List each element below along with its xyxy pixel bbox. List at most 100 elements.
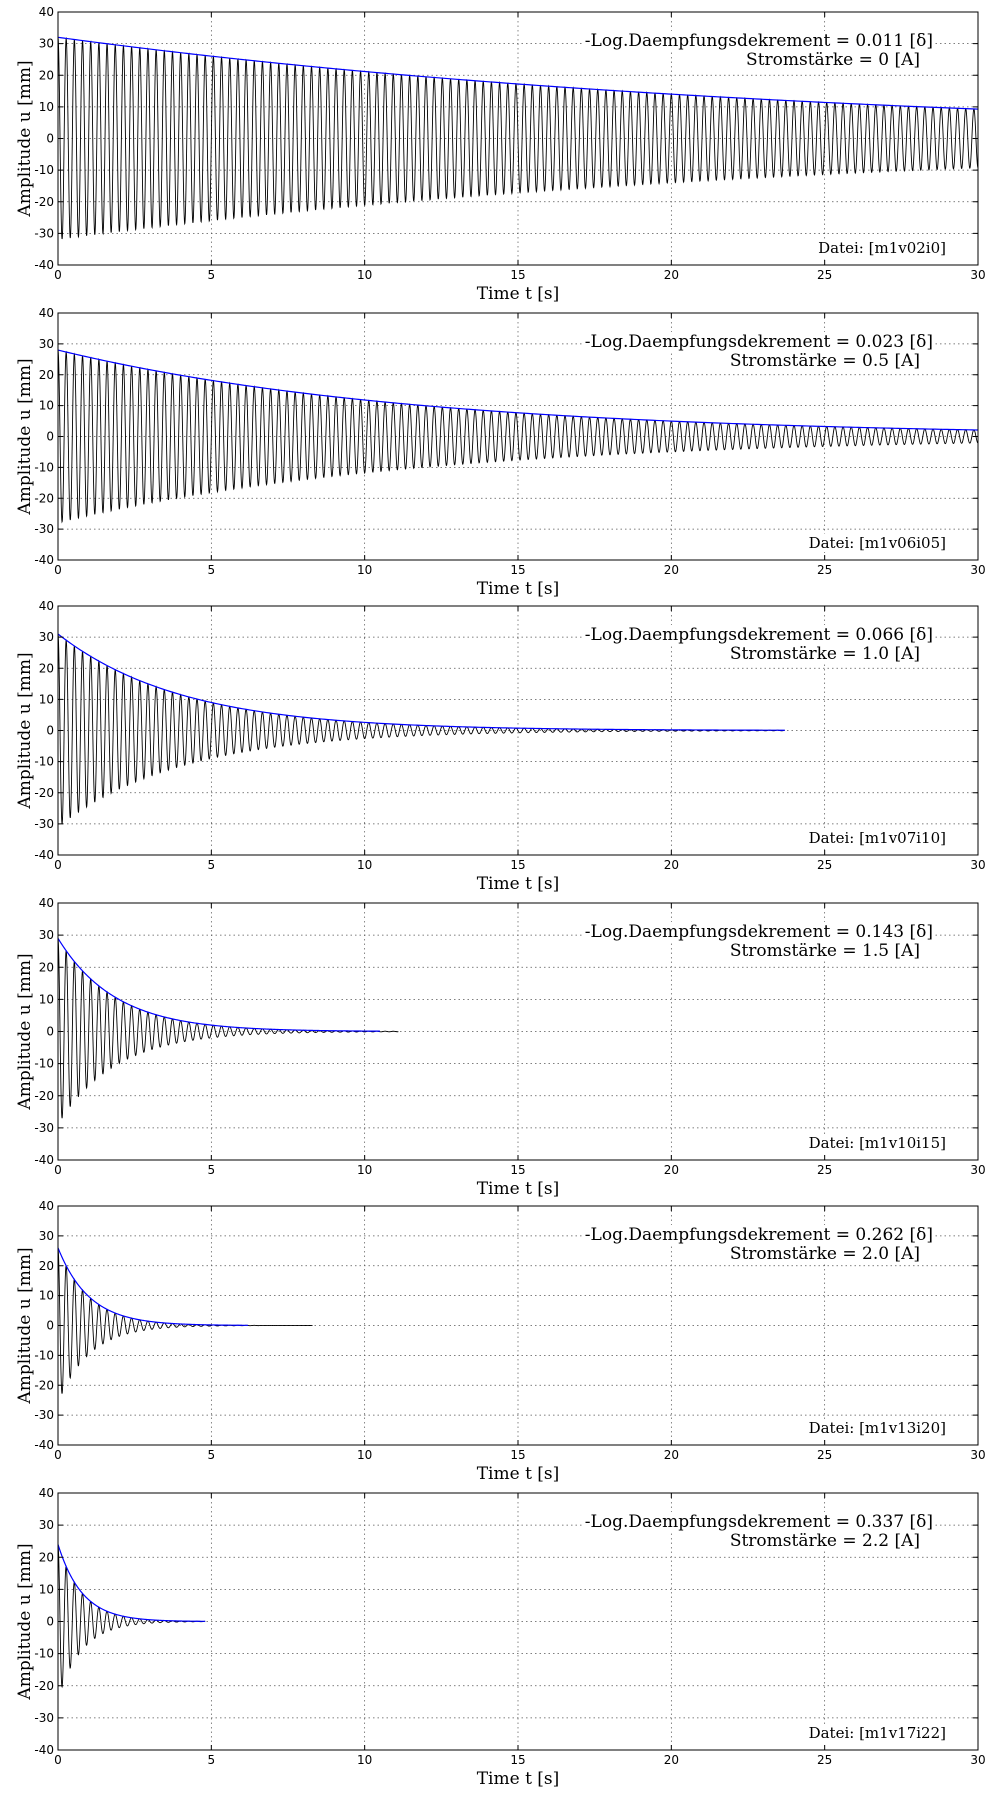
y-axis-label: Amplitude u [mm]: [15, 652, 35, 809]
y-tick-label: 30: [39, 630, 54, 644]
y-tick-label: 0: [46, 1025, 54, 1039]
x-tick-label: 10: [357, 1448, 372, 1462]
x-tick-label: 25: [817, 1448, 832, 1462]
y-tick-label: -30: [34, 1121, 54, 1135]
panel-2: 0 5 10 15 20 25 30 -40 -30 -20 -10 0 10 20 30 40 Time t …: [15, 306, 986, 599]
current-label: Stromstärke = 2.0 [A]: [730, 1244, 920, 1264]
x-tick-label: 5: [208, 563, 216, 577]
y-axis-label: Amplitude u [mm]: [15, 1543, 35, 1700]
panel-3: 0 5 10 15 20 25 30 -40 -30 -20 -10 0 10 20 30 40 Time t …: [15, 599, 986, 894]
x-tick-label: 15: [510, 858, 525, 872]
x-tick-label: 15: [510, 1163, 525, 1177]
x-tick-label: 10: [357, 1753, 372, 1767]
current-label: Stromstärke = 1.5 [A]: [730, 941, 920, 961]
y-tick-label: 40: [39, 896, 54, 910]
file-label: Datei: [m1v02i0]: [818, 239, 946, 257]
label-background: [727, 941, 922, 961]
envelope-line: [57, 1544, 206, 1622]
label-background: [582, 31, 935, 51]
y-tick-label: 40: [39, 1486, 54, 1500]
envelope-line: [57, 633, 785, 731]
y-tick-label: -10: [34, 755, 54, 769]
damping-decrement-label: -Log.Daempfungsdekrement = 0.066 [δ]: [585, 625, 933, 645]
damping-decrement-label: -Log.Daempfungsdekrement = 0.143 [δ]: [585, 922, 933, 942]
y-tick-label: 20: [39, 368, 54, 382]
x-tick-label: 30: [970, 1448, 985, 1462]
x-tick-label: 10: [357, 563, 372, 577]
x-tick-label: 10: [357, 858, 372, 872]
y-tick-label: -40: [34, 1153, 54, 1167]
label-background: [727, 1531, 922, 1551]
envelope-line: [57, 349, 979, 431]
x-tick-label: 20: [664, 268, 679, 282]
x-tick-label: 5: [208, 1163, 216, 1177]
x-tick-label: 30: [970, 1753, 985, 1767]
x-axis-label: Time t [s]: [477, 1179, 560, 1199]
y-tick-label: 20: [39, 1550, 54, 1564]
x-tick-label: 0: [54, 1448, 62, 1462]
envelope-line: [57, 36, 979, 110]
y-tick-label: 30: [39, 928, 54, 942]
y-tick-label: 30: [39, 1518, 54, 1532]
x-tick-label: 10: [357, 1163, 372, 1177]
signal-line: [57, 938, 399, 1119]
current-label: Stromstärke = 1.0 [A]: [730, 644, 920, 664]
label-background: [582, 1225, 935, 1245]
y-axis-label: Amplitude u [mm]: [15, 60, 35, 217]
label-background: [806, 1419, 948, 1437]
damping-decrement-label: -Log.Daempfungsdekrement = 0.337 [δ]: [585, 1512, 933, 1532]
label-background: [806, 1724, 948, 1742]
current-label: Stromstärke = 2.2 [A]: [730, 1531, 920, 1551]
x-tick-label: 15: [510, 563, 525, 577]
x-tick-label: 20: [664, 563, 679, 577]
x-tick-label: 15: [510, 1753, 525, 1767]
envelope-line: [57, 938, 381, 1032]
y-tick-label: 30: [39, 337, 54, 351]
y-tick-label: 10: [39, 692, 54, 706]
x-axis-label: Time t [s]: [477, 874, 560, 894]
label-background: [727, 351, 922, 371]
label-background: [582, 332, 935, 352]
label-background: [727, 644, 922, 664]
label-background: [806, 1134, 948, 1152]
y-tick-label: -30: [34, 522, 54, 536]
y-tick-label: -30: [34, 226, 54, 240]
label-background: [806, 829, 948, 847]
x-tick-label: 15: [510, 1448, 525, 1462]
x-tick-label: 30: [970, 563, 985, 577]
y-tick-label: -20: [34, 1089, 54, 1103]
x-tick-label: 0: [54, 1753, 62, 1767]
x-tick-label: 0: [54, 1163, 62, 1177]
x-axis-label: Time t [s]: [477, 1769, 560, 1789]
current-label: Stromstärke = 0 [A]: [746, 50, 920, 70]
y-tick-label: 0: [46, 132, 54, 146]
x-tick-label: 20: [664, 1163, 679, 1177]
signal-line: [57, 1247, 313, 1394]
y-tick-label: 0: [46, 724, 54, 738]
x-axis-label: Time t [s]: [477, 1464, 560, 1484]
file-label: Datei: [m1v10i15]: [809, 1134, 946, 1152]
label-background: [806, 534, 948, 552]
y-tick-label: -40: [34, 1438, 54, 1452]
y-tick-label: 40: [39, 599, 54, 613]
y-tick-label: 20: [39, 1259, 54, 1273]
label-background: [816, 239, 948, 257]
x-tick-label: 0: [54, 268, 62, 282]
x-tick-label: 0: [54, 858, 62, 872]
y-tick-label: 10: [39, 1289, 54, 1303]
x-tick-label: 25: [817, 858, 832, 872]
y-tick-label: 20: [39, 960, 54, 974]
x-tick-label: 5: [208, 1753, 216, 1767]
y-axis-label: Amplitude u [mm]: [15, 358, 35, 515]
file-label: Datei: [m1v07i10]: [809, 829, 946, 847]
y-tick-label: 10: [39, 992, 54, 1006]
y-tick-label: 10: [39, 100, 54, 114]
damping-decrement-label: -Log.Daempfungsdekrement = 0.023 [δ]: [585, 332, 933, 352]
x-tick-label: 30: [970, 858, 985, 872]
y-axis-label: Amplitude u [mm]: [15, 1247, 35, 1404]
file-label: Datei: [m1v06i05]: [809, 534, 946, 552]
y-tick-label: 10: [39, 399, 54, 413]
x-tick-label: 15: [510, 268, 525, 282]
y-tick-label: -10: [34, 1057, 54, 1071]
